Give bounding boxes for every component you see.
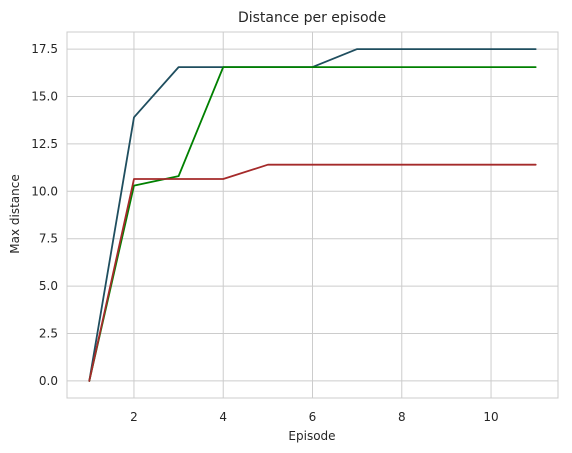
series-line-3 (88, 163, 537, 382)
y-tick-label: 15.0 (31, 89, 58, 103)
x-tick-label: 6 (309, 410, 317, 424)
x-tick-label: 8 (398, 410, 406, 424)
plot-frame (66, 31, 559, 399)
y-tick-labels: 0.0 2.5 5.0 7.5 10.0 12.5 15.0 17.5 (31, 42, 58, 388)
x-tick-label: 4 (219, 410, 227, 424)
x-tick-labels: 2 4 6 8 10 (130, 410, 499, 424)
y-tick-label: 5.0 (39, 279, 58, 293)
y-tick-label: 10.0 (31, 184, 58, 198)
y-tick-label: 17.5 (31, 42, 58, 56)
y-tick-label: 0.0 (39, 374, 58, 388)
chart-title: Distance per episode (238, 10, 386, 26)
x-axis-label: Episode (288, 429, 335, 443)
y-tick-label: 7.5 (39, 232, 58, 246)
series-lines (88, 48, 537, 382)
y-tick-label: 12.5 (31, 137, 58, 151)
grid (67, 32, 558, 398)
y-tick-label: 2.5 (39, 327, 58, 341)
x-tick-label: 2 (130, 410, 138, 424)
y-axis-label: Max distance (8, 174, 22, 253)
x-tick-label: 10 (483, 410, 498, 424)
